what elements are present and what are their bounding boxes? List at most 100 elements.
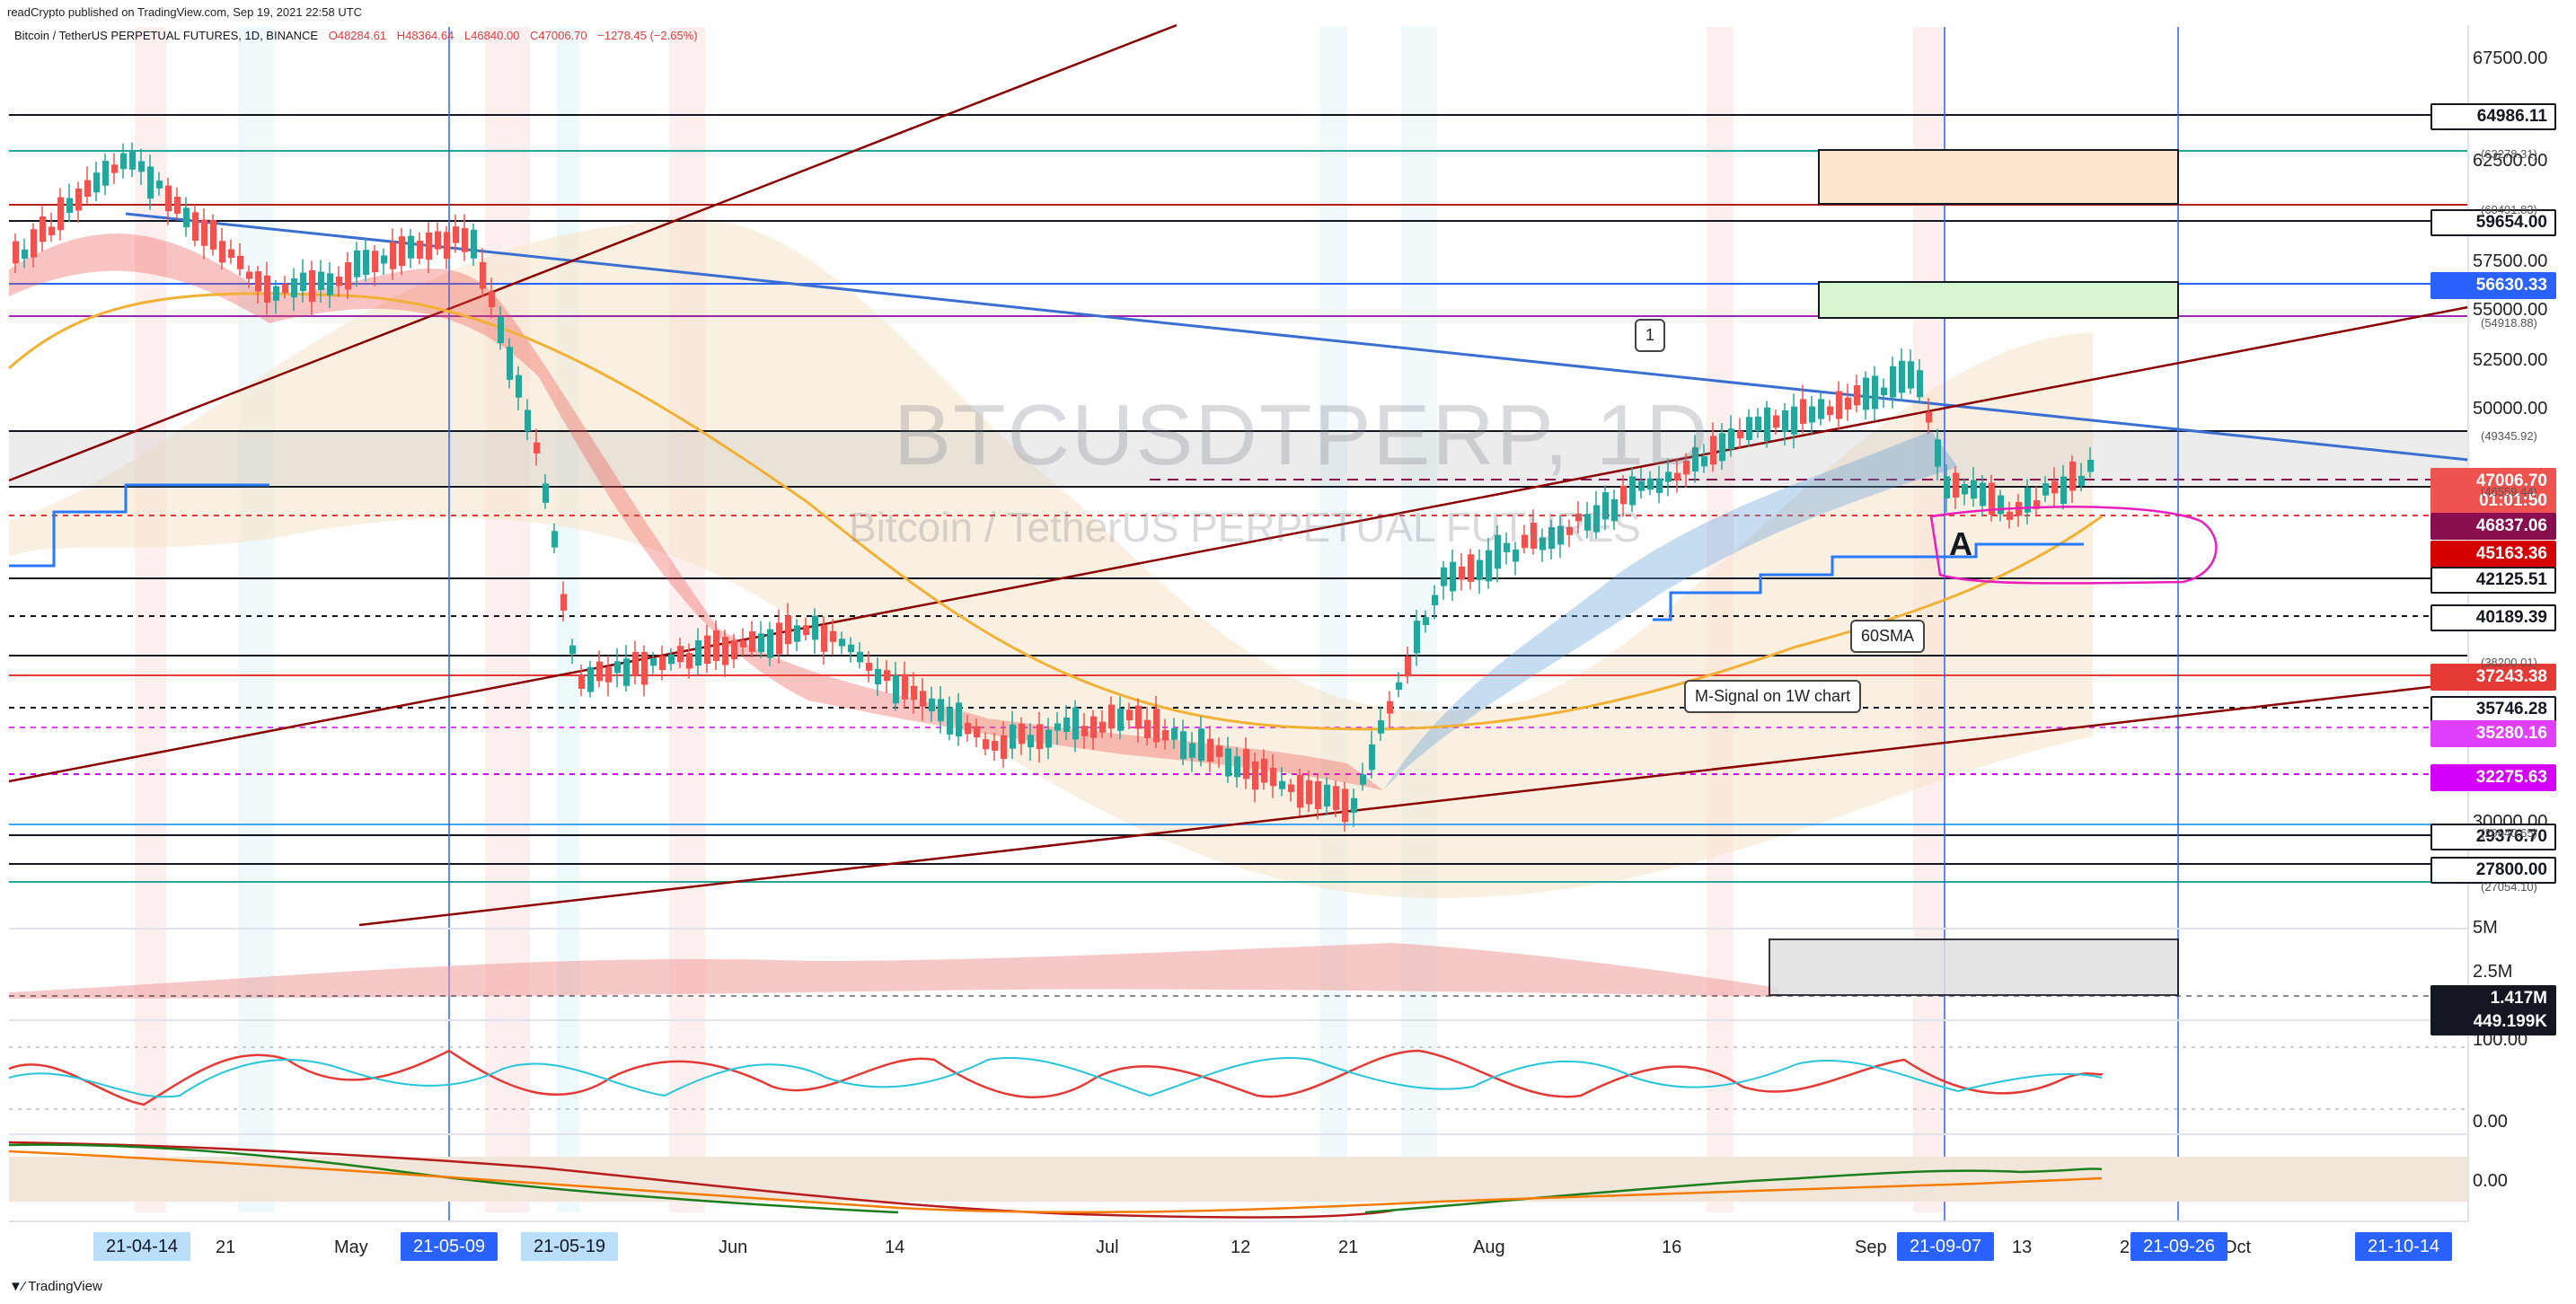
point-a-label: A — [1949, 525, 1972, 562]
candle-body — [1396, 682, 1402, 690]
candle-body — [120, 153, 127, 170]
m-signal-1w-line — [9, 483, 2084, 621]
ticker-watermark: BTCUSDTPERP, 1D — [894, 387, 1710, 483]
tradingview-logo[interactable]: ▼⁄ TradingView — [9, 1279, 102, 1294]
candle-body — [686, 653, 693, 669]
price-badge: 29376.70 — [2430, 824, 2556, 850]
price-badge: 42125.51 — [2430, 567, 2556, 594]
candle-body — [300, 272, 306, 292]
price-tick-label: 55000.00 — [2473, 300, 2548, 320]
candle-body — [1611, 498, 1618, 522]
candle-body — [1090, 716, 1097, 738]
candle-body — [1495, 534, 1501, 569]
time-marker-pill[interactable]: 21-10-14 — [2355, 1232, 2453, 1261]
candle-body — [1710, 436, 1716, 465]
m-signal-callout[interactable]: M-Signal on 1W chart — [1684, 680, 1862, 713]
candle-body — [2087, 459, 2094, 472]
volume-pane-separator — [9, 928, 2468, 930]
candle-body — [1665, 471, 1672, 482]
candle-body — [830, 630, 836, 642]
candle-body — [291, 278, 297, 298]
candle-body — [93, 172, 100, 193]
candle-body — [417, 240, 423, 259]
candle-body — [408, 235, 414, 259]
candle-body — [381, 255, 387, 264]
level-value-label: (27054.10) — [2481, 880, 2537, 894]
level-value-label: (38200.01) — [2481, 656, 2537, 669]
candle-body — [1351, 797, 1357, 813]
time-marker-pill[interactable]: 21-05-19 — [521, 1232, 619, 1261]
volume-cloud — [9, 943, 1778, 999]
candle-body — [902, 674, 908, 700]
candle-body — [1459, 566, 1465, 580]
momentum-pane-separator — [9, 1133, 2468, 1135]
candle-body — [102, 161, 109, 186]
symbol-legend[interactable]: Bitcoin / TetherUS PERPETUAL FUTURES, 1D… — [14, 29, 705, 42]
candle-body — [947, 707, 953, 735]
candle-body — [605, 666, 612, 683]
oscillator-red-line — [8, 1049, 2104, 1106]
candle-body — [1108, 704, 1115, 729]
candle-body — [201, 219, 207, 246]
candle-body — [1890, 366, 1896, 398]
candle-body — [1081, 726, 1088, 736]
candle-body — [174, 197, 181, 214]
candle-body — [1477, 559, 1483, 580]
time-marker-pill[interactable]: 21-09-07 — [1897, 1232, 1995, 1261]
target-box-lower — [1818, 281, 2179, 319]
level-value-label: (60491.83) — [2481, 203, 2537, 216]
candle-body — [525, 410, 531, 432]
ohlc-open: O48284.61 — [328, 29, 387, 42]
candle-body — [1441, 567, 1447, 586]
candle-body — [1180, 731, 1187, 760]
candle-body — [444, 232, 450, 260]
candle-body — [983, 739, 989, 750]
candle-body — [1674, 472, 1681, 481]
candle-body — [219, 241, 225, 263]
price-tick-label: 67500.00 — [2473, 48, 2548, 68]
price-tick-label: 62500.00 — [2473, 151, 2548, 171]
time-tick-label: 16 — [1662, 1238, 1682, 1257]
candle-body — [1575, 513, 1582, 522]
candle-body — [1944, 476, 1950, 498]
candle-body — [794, 625, 800, 642]
candle-body — [704, 635, 710, 665]
candle-body — [1737, 430, 1743, 439]
sma-60-callout[interactable]: 60SMA — [1850, 620, 1926, 653]
price-badge: 46837.06 — [2430, 513, 2556, 540]
time-tick-label: 21 — [1338, 1238, 1359, 1257]
candle-body — [749, 630, 755, 652]
candle-body — [1971, 480, 1977, 499]
time-marker-pill[interactable]: 21-09-26 — [2130, 1232, 2228, 1261]
price-badge: 1.417M — [2430, 985, 2556, 1012]
candle-body — [1584, 514, 1591, 531]
candle-body — [354, 250, 360, 278]
time-marker-pill[interactable]: 21-04-14 — [93, 1232, 191, 1261]
candle-body — [1486, 550, 1492, 582]
candle-body — [1468, 554, 1474, 582]
time-tick-label: Aug — [1473, 1238, 1505, 1257]
candle-body — [1908, 361, 1914, 389]
candle-body — [1872, 375, 1878, 410]
candle-body — [1683, 461, 1689, 475]
candle-body — [1037, 724, 1043, 750]
candle-body — [974, 726, 980, 738]
candle-body — [1063, 718, 1070, 732]
candle-body — [668, 654, 675, 665]
candle-body — [1504, 542, 1510, 552]
candle-body — [1198, 728, 1204, 762]
candle-body — [372, 251, 378, 273]
candle-body — [1782, 410, 1788, 432]
time-tick-label: 2 — [2120, 1238, 2130, 1257]
candle-body — [309, 269, 315, 303]
candle-body — [147, 166, 154, 199]
time-marker-pill[interactable]: 21-05-09 — [401, 1232, 498, 1261]
symbol-title[interactable]: Bitcoin / TetherUS PERPETUAL FUTURES, 1D… — [14, 29, 319, 42]
candle-body — [875, 668, 881, 685]
candle-body — [345, 261, 351, 290]
candle-body — [1989, 482, 1995, 515]
candle-body — [1593, 505, 1600, 533]
candle-body — [1324, 784, 1330, 807]
callout-1[interactable]: 1 — [1635, 319, 1666, 352]
